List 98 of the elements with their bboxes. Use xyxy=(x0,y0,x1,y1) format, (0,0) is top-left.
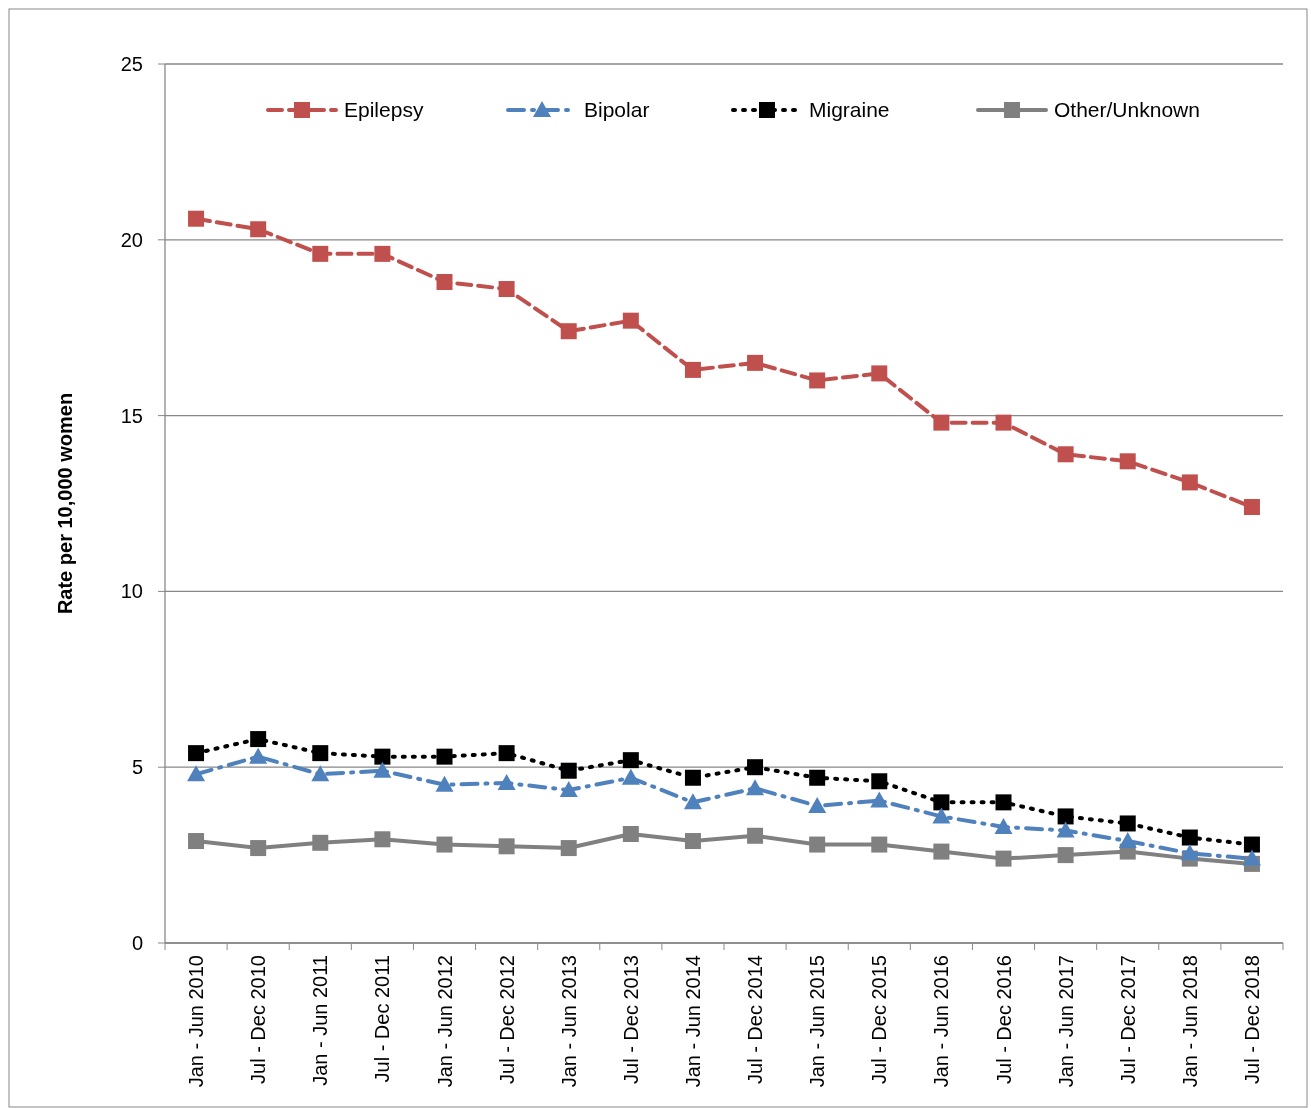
point xyxy=(1181,829,1198,846)
point xyxy=(436,273,453,290)
point xyxy=(809,769,826,786)
point xyxy=(497,774,516,791)
legend-label: Migraine xyxy=(809,98,890,122)
x-tick-label: Jan - Jun 2015 xyxy=(806,955,829,1088)
point xyxy=(1057,808,1074,825)
point xyxy=(1180,844,1199,861)
x-tick-label: Jul - Dec 2013 xyxy=(619,955,642,1084)
point xyxy=(683,793,702,810)
point xyxy=(374,831,391,848)
point xyxy=(809,836,826,853)
x-tick-label: Jan - Jun 2012 xyxy=(433,955,456,1088)
y-tick-label: 25 xyxy=(120,53,143,75)
point xyxy=(933,794,950,811)
point xyxy=(932,807,951,824)
x-tick-label: Jul - Dec 2015 xyxy=(868,955,891,1084)
x-tick-label: Jan - Jun 2018 xyxy=(1178,955,1201,1088)
point xyxy=(188,210,205,227)
point xyxy=(995,414,1012,431)
x-tick-label: Jul - Dec 2018 xyxy=(1240,955,1263,1084)
point xyxy=(870,791,889,808)
point xyxy=(560,762,577,779)
point xyxy=(622,826,639,842)
point xyxy=(312,745,329,762)
point xyxy=(747,354,764,371)
point xyxy=(994,817,1013,834)
point xyxy=(622,752,639,769)
point xyxy=(435,775,454,792)
x-tick-label: Jul - Dec 2016 xyxy=(992,955,1015,1084)
point xyxy=(747,759,764,776)
point xyxy=(560,323,577,340)
point xyxy=(747,827,764,844)
point xyxy=(746,779,765,796)
point xyxy=(187,765,206,782)
point xyxy=(1242,849,1261,866)
y-tick-label: 0 xyxy=(131,932,143,954)
y-tick-label: 15 xyxy=(120,404,143,427)
point xyxy=(188,833,205,850)
x-tick-label: Jan - Jun 2010 xyxy=(185,955,208,1088)
legend-label: Epilepsy xyxy=(344,98,424,122)
x-tick-label: Jul - Dec 2011 xyxy=(371,955,394,1083)
point xyxy=(621,768,640,785)
point xyxy=(933,843,950,860)
point xyxy=(622,312,639,329)
point xyxy=(498,281,515,298)
point xyxy=(498,745,515,762)
point xyxy=(312,245,329,262)
point xyxy=(684,769,701,786)
point xyxy=(809,372,826,389)
point xyxy=(1057,847,1074,864)
y-axis-title: Rate per 10,000 women xyxy=(54,392,76,615)
x-tick-label: Jan - Jun 2017 xyxy=(1054,955,1077,1088)
x-tick-label: Jan - Jun 2014 xyxy=(681,955,704,1088)
point xyxy=(373,761,392,778)
point xyxy=(250,840,267,857)
point xyxy=(1119,815,1136,832)
point xyxy=(1118,832,1137,849)
point xyxy=(871,836,888,853)
point xyxy=(374,245,391,262)
point xyxy=(311,765,330,782)
point xyxy=(312,834,329,851)
point xyxy=(436,836,453,853)
point xyxy=(684,361,701,378)
x-tick-label: Jan - Jun 2016 xyxy=(930,955,953,1088)
point xyxy=(249,747,268,764)
legend-label: Other/Unknown xyxy=(1054,98,1200,122)
point xyxy=(871,365,888,382)
point xyxy=(436,748,453,765)
point xyxy=(1119,453,1136,470)
legend-label: Bipolar xyxy=(584,98,650,122)
point xyxy=(1056,821,1075,838)
x-tick-label: Jul - Dec 2014 xyxy=(744,955,767,1084)
point xyxy=(560,840,577,857)
x-tick-label: Jul - Dec 2010 xyxy=(247,955,270,1084)
point xyxy=(871,773,888,790)
point xyxy=(684,833,701,850)
point xyxy=(1057,446,1074,463)
x-tick-label: Jul - Dec 2012 xyxy=(495,955,518,1084)
point xyxy=(1243,499,1260,516)
point xyxy=(995,850,1012,867)
point xyxy=(1243,836,1260,853)
y-tick-label: 5 xyxy=(131,756,143,779)
point xyxy=(250,731,267,748)
x-tick-label: Jan - Jun 2013 xyxy=(557,955,580,1088)
y-tick-label: 10 xyxy=(120,580,143,603)
point xyxy=(374,748,391,765)
point xyxy=(188,745,205,762)
point xyxy=(995,794,1012,811)
point xyxy=(250,221,267,238)
point xyxy=(1181,474,1198,491)
point xyxy=(559,781,578,798)
point xyxy=(933,414,950,431)
y-tick-label: 20 xyxy=(120,228,143,251)
point xyxy=(808,796,827,813)
x-tick-label: Jan - Jun 2011 xyxy=(309,955,332,1086)
x-tick-label: Jul - Dec 2017 xyxy=(1116,955,1139,1084)
point xyxy=(498,838,515,855)
